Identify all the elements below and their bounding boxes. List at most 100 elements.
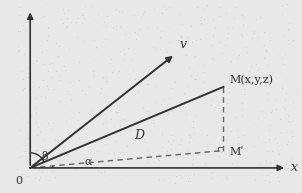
Point	[68, 92, 72, 96]
Point	[100, 75, 105, 78]
Point	[280, 12, 284, 15]
Point	[280, 4, 284, 7]
Point	[77, 79, 82, 82]
Point	[27, 19, 32, 22]
Point	[49, 75, 54, 79]
Point	[174, 49, 179, 52]
Point	[235, 57, 240, 60]
Point	[226, 32, 230, 35]
Point	[53, 69, 58, 72]
Point	[195, 5, 200, 8]
Point	[224, 176, 229, 179]
Point	[121, 52, 126, 55]
Point	[79, 89, 84, 92]
Point	[104, 79, 109, 82]
Point	[154, 74, 159, 77]
Point	[91, 70, 96, 73]
Point	[285, 27, 290, 30]
Point	[153, 154, 158, 157]
Point	[82, 93, 87, 96]
Point	[277, 76, 281, 80]
Point	[271, 159, 276, 162]
Point	[220, 178, 225, 181]
Text: x: x	[291, 161, 298, 174]
Point	[247, 80, 252, 83]
Point	[113, 157, 117, 160]
Point	[252, 75, 257, 78]
Point	[266, 85, 271, 88]
Point	[281, 34, 285, 37]
Point	[241, 23, 246, 26]
Point	[169, 110, 173, 113]
Point	[172, 181, 177, 184]
Point	[93, 139, 98, 142]
Point	[196, 159, 201, 163]
Point	[160, 132, 165, 135]
Point	[39, 50, 44, 53]
Point	[146, 82, 150, 85]
Point	[268, 170, 272, 174]
Point	[208, 154, 213, 157]
Point	[26, 136, 31, 140]
Point	[210, 35, 215, 38]
Point	[18, 14, 23, 17]
Point	[83, 157, 88, 160]
Point	[118, 49, 123, 52]
Point	[240, 24, 245, 27]
Point	[121, 118, 126, 121]
Point	[117, 9, 121, 12]
Point	[285, 38, 290, 41]
Point	[218, 150, 223, 153]
Point	[195, 63, 200, 67]
Point	[243, 157, 247, 160]
Point	[77, 60, 82, 63]
Point	[210, 149, 215, 152]
Point	[253, 179, 258, 182]
Point	[238, 33, 243, 36]
Point	[100, 23, 104, 26]
Point	[177, 107, 182, 110]
Point	[43, 96, 48, 99]
Point	[185, 149, 189, 152]
Point	[31, 62, 35, 65]
Point	[221, 81, 226, 85]
Point	[122, 118, 127, 121]
Point	[16, 29, 21, 32]
Point	[25, 20, 30, 23]
Point	[264, 149, 269, 152]
Point	[273, 163, 278, 166]
Text: M(x,y,z): M(x,y,z)	[230, 74, 274, 85]
Point	[238, 93, 243, 96]
Point	[145, 148, 150, 151]
Point	[46, 124, 51, 127]
Point	[52, 170, 56, 173]
Point	[124, 68, 129, 71]
Point	[151, 119, 156, 122]
Point	[158, 103, 163, 106]
Point	[159, 145, 164, 148]
Point	[268, 123, 273, 126]
Point	[158, 35, 162, 38]
Point	[61, 21, 66, 24]
Point	[133, 157, 138, 160]
Point	[151, 68, 156, 71]
Point	[50, 153, 55, 156]
Point	[208, 166, 213, 169]
Point	[102, 142, 107, 145]
Point	[68, 117, 72, 120]
Point	[34, 59, 39, 63]
Point	[195, 172, 200, 175]
Point	[17, 30, 22, 33]
Point	[174, 175, 178, 178]
Point	[273, 107, 278, 110]
Point	[81, 17, 86, 20]
Point	[294, 93, 298, 96]
Point	[173, 80, 178, 84]
Point	[169, 134, 173, 137]
Point	[65, 25, 70, 28]
Point	[290, 157, 294, 160]
Point	[281, 106, 286, 109]
Point	[285, 143, 290, 146]
Point	[56, 99, 61, 102]
Point	[28, 96, 33, 99]
